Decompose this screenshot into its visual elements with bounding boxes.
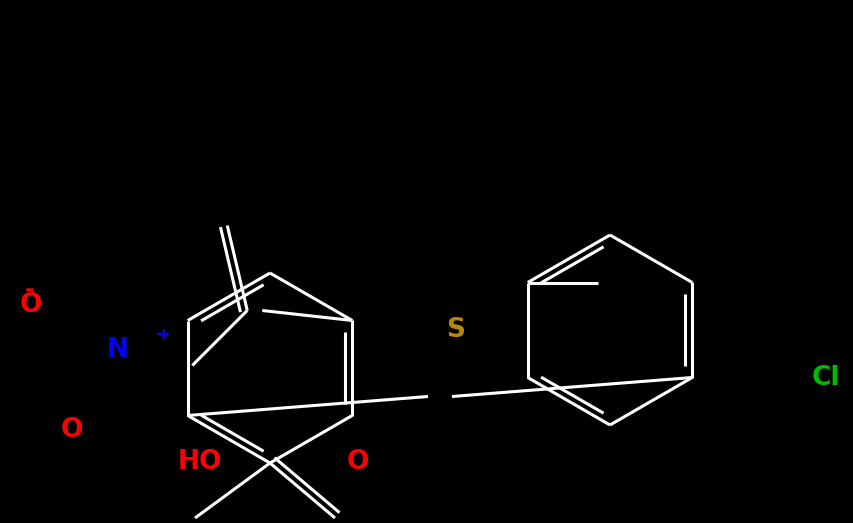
Text: O: O (346, 449, 368, 475)
Text: N: N (107, 337, 129, 363)
Text: HO: HO (177, 449, 222, 475)
Text: O: O (20, 292, 42, 318)
Text: Cl: Cl (811, 365, 839, 391)
Text: S: S (446, 317, 465, 343)
Text: +: + (154, 326, 170, 344)
Text: -: - (25, 280, 34, 300)
Text: O: O (61, 417, 83, 443)
